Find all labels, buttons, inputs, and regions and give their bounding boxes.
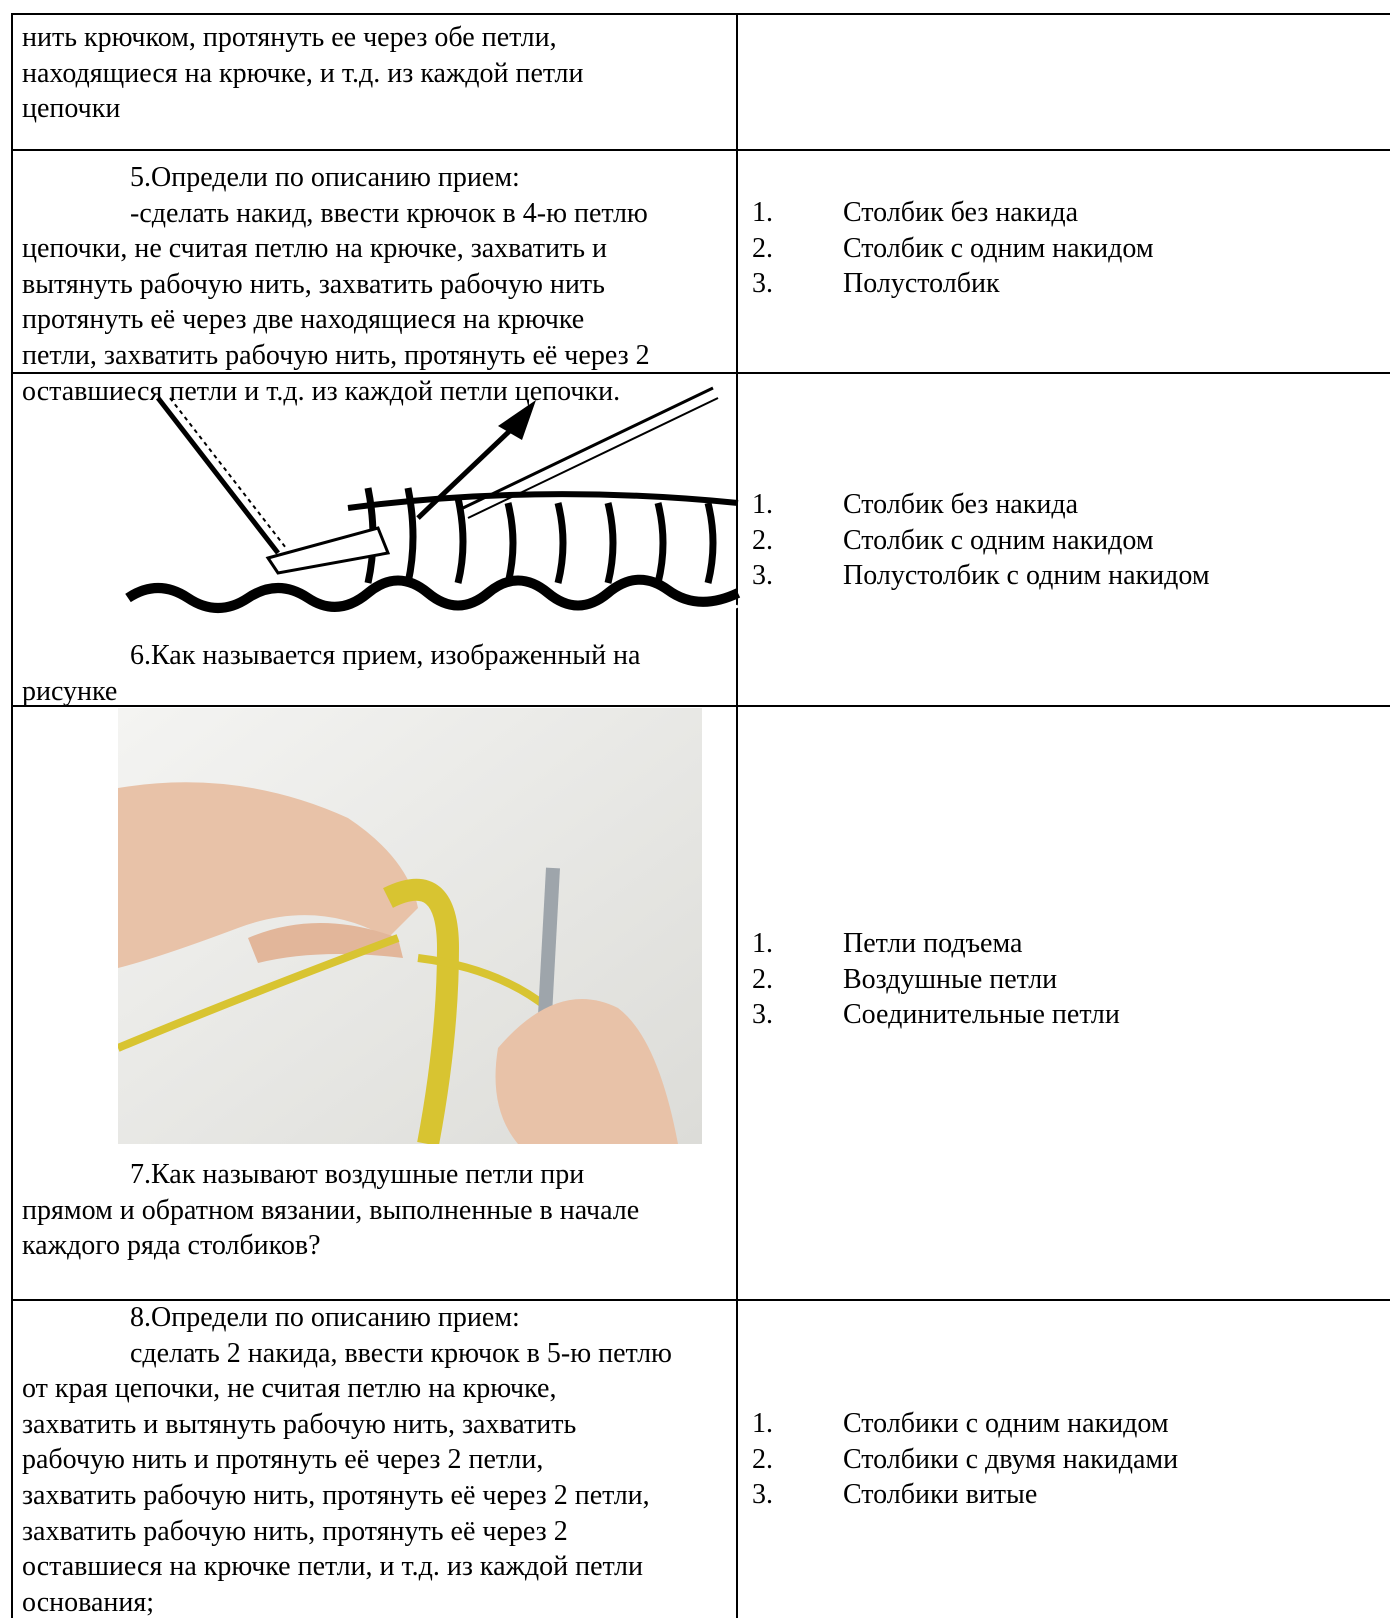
option-text: Соединительные петли	[843, 999, 1120, 1031]
option-number: 3.	[752, 999, 773, 1031]
table-border	[11, 13, 13, 1618]
question-text: захватить рабочую нить, протянуть её чер…	[22, 1515, 568, 1547]
question-text: цепочки	[22, 93, 121, 125]
question-text: основания;	[22, 1586, 155, 1618]
option-text: Воздушные петли	[843, 963, 1058, 995]
question-text: прямом и обратном вязании, выполненные в…	[22, 1194, 640, 1226]
option-number: 2.	[752, 232, 773, 264]
option-number: 3.	[752, 1479, 773, 1511]
option-text: Столбик с одним накидом	[843, 524, 1154, 556]
option-number: 1.	[752, 197, 773, 228]
option-text: Столбик без накида	[843, 489, 1078, 520]
option-text: Петли подъема	[843, 928, 1023, 959]
option-text: Полустолбик с одним накидом	[843, 560, 1210, 592]
option-text: Столбики с двумя накидами	[843, 1443, 1179, 1475]
option-text: Столбик с одним накидом	[843, 232, 1154, 264]
row-border	[12, 1299, 1390, 1301]
question-text: 7.Как называют воздушные петли при	[130, 1159, 585, 1190]
question-text: сделать 2 накида, ввести крючок в 5-ю пе…	[130, 1337, 672, 1369]
crochet-sketch	[125, 386, 741, 622]
option-number: 3.	[752, 268, 773, 300]
option-number: 1.	[752, 928, 773, 959]
row-border	[12, 372, 1390, 374]
question-text: 6.Как называется прием, изображенный на	[130, 640, 641, 671]
question-text: 5.Определи по описанию прием:	[130, 162, 520, 193]
crochet-photo	[118, 708, 702, 1144]
row-border	[12, 705, 1390, 707]
question-text: рисунке	[22, 675, 118, 707]
option-text: Полустолбик	[843, 268, 1000, 300]
question-text: захватить и вытянуть рабочую нить, захва…	[22, 1408, 577, 1440]
question-text: от края цепочки, не считая петлю на крюч…	[22, 1373, 557, 1405]
option-text: Столбики витые	[843, 1479, 1038, 1511]
question-text: -сделать накид, ввести крючок в 4-ю петл…	[130, 197, 648, 229]
question-text: оставшиеся на крючке петли, и т.д. из ка…	[22, 1551, 644, 1583]
option-number: 2.	[752, 1443, 773, 1475]
row-border	[12, 13, 1390, 15]
question-text: вытянуть рабочую нить, захватить рабочую…	[22, 268, 605, 300]
option-number: 1.	[752, 1408, 773, 1439]
question-text: цепочки, не считая петлю на крючке, захв…	[22, 233, 607, 265]
question-text: протянуть её через две находящиеся на кр…	[22, 304, 585, 336]
column-border	[736, 13, 738, 1618]
option-number: 1.	[752, 489, 773, 520]
option-number: 2.	[752, 524, 773, 556]
question-text: находящиеся на крючке, и т.д. из каждой …	[22, 57, 584, 89]
option-text: Столбики с одним накидом	[843, 1408, 1169, 1439]
option-text: Столбик без накида	[843, 197, 1078, 228]
question-text: каждого ряда столбиков?	[22, 1230, 321, 1262]
question-text: петли, захватить рабочую нить, протянуть…	[22, 340, 650, 371]
question-text: нить крючком, протянуть ее через обе пет…	[22, 22, 557, 53]
question-text: 8.Определи по описанию прием:	[130, 1302, 520, 1333]
row-border	[12, 149, 1390, 151]
question-text: оставшиеся петли и т.д. из каждой петли …	[22, 375, 621, 407]
option-number: 3.	[752, 560, 773, 592]
question-text: рабочую нить и протянуть её через 2 петл…	[22, 1444, 544, 1476]
option-number: 2.	[752, 963, 773, 995]
question-text: захватить рабочую нить, протянуть её чер…	[22, 1480, 650, 1511]
